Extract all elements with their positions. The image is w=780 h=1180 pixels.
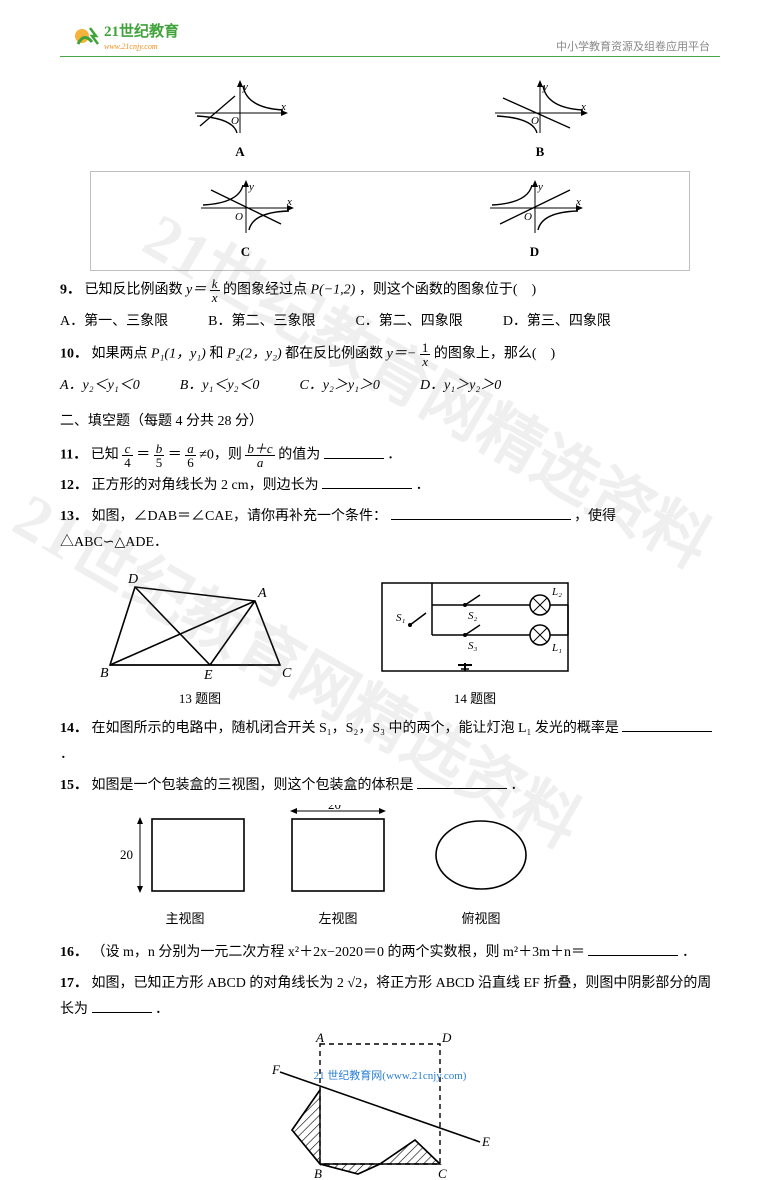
q16-blank bbox=[588, 942, 678, 956]
graph-option-d: y x O D bbox=[480, 178, 590, 265]
option-label-d: D bbox=[530, 244, 539, 259]
svg-text:20: 20 bbox=[328, 805, 341, 812]
svg-text:x: x bbox=[280, 101, 286, 113]
svg-text:S₃: S₃ bbox=[468, 640, 478, 652]
question-11: 11． 已知 c4 ＝ b5 ＝ a6 ≠0，则 b＋ca 的值为 ． bbox=[60, 442, 720, 469]
q10-opt-b: B．y₁＜y₂＜0 bbox=[180, 373, 260, 400]
q17-blank bbox=[92, 999, 152, 1013]
option-label-c: C bbox=[241, 244, 250, 259]
figure-13: D A B E C 13 题图 bbox=[90, 565, 310, 712]
figure-17: A D F E B C bbox=[260, 1030, 720, 1180]
question-13: 13． 如图，∠DAB＝∠CAE，请你再补充一个条件： ，使得△ABC∽△ADE… bbox=[60, 504, 720, 557]
question-10: 10． 如果两点 P₁(1，y₁) 和 P₂(2，y₂) 都在反比例函数 y＝−… bbox=[60, 341, 720, 368]
svg-text:x: x bbox=[580, 101, 586, 113]
q10-opt-a: A．y₂＜y₁＜0 bbox=[60, 373, 140, 400]
q9-text-b: 的图象经过点 bbox=[223, 283, 311, 298]
question-17: 17． 如图，已知正方形 ABCD 的对角线长为 2 √2，将正方形 ABCD … bbox=[60, 971, 720, 1024]
fig14-caption: 14 题图 bbox=[370, 687, 580, 712]
svg-text:A: A bbox=[257, 586, 267, 601]
option-label-b: B bbox=[536, 144, 545, 159]
q9-opt-b: B．第二、三象限 bbox=[208, 309, 315, 336]
q9-opt-d: D．第三、四象限 bbox=[503, 309, 611, 336]
q9-text-c: ，则这个函数的图象位于( ) bbox=[359, 283, 536, 298]
svg-text:O: O bbox=[235, 211, 243, 223]
svg-text:x: x bbox=[575, 196, 581, 208]
fig15-side: 20 左视图 bbox=[278, 805, 398, 932]
option-label-a: A bbox=[235, 144, 244, 159]
page-footer: 21 世纪教育网(www.21cnjy.com) bbox=[0, 1067, 780, 1083]
q13-blank bbox=[391, 506, 571, 520]
q9-point: P(−1,2) bbox=[311, 283, 356, 298]
graph-option-c: y x O C bbox=[191, 178, 301, 265]
svg-text:D: D bbox=[441, 1030, 452, 1045]
svg-text:S₁: S₁ bbox=[396, 612, 406, 624]
q9-eq-lhs: y＝ bbox=[186, 283, 206, 298]
logo-main-text: 21世纪教育 bbox=[104, 22, 179, 40]
svg-text:C: C bbox=[438, 1166, 447, 1180]
graph-option-a: y x O A bbox=[185, 78, 295, 165]
question-9: 9． 已知反比例函数 y＝ kx 的图象经过点 P(−1,2) ，则这个函数的图… bbox=[60, 277, 720, 304]
svg-text:y: y bbox=[537, 181, 543, 193]
header-right-text: 中小学教育资源及组卷应用平台 bbox=[556, 38, 710, 54]
question-15: 15． 如图是一个包装盒的三视图，则这个包装盒的体积是 ． bbox=[60, 773, 720, 800]
q12-blank bbox=[322, 475, 412, 489]
question-14: 14． 在如图所示的电路中，随机闭合开关 S₁，S₂，S₃ 中的两个，能让灯泡 … bbox=[60, 716, 720, 769]
q9-options: A．第一、三象限 B．第二、三象限 C．第二、四象限 D．第三、四象限 bbox=[60, 309, 720, 336]
q8-options-row2: y x O C y x O D bbox=[90, 171, 690, 272]
svg-text:L₂: L₂ bbox=[551, 586, 562, 598]
fig-row-13-14: D A B E C 13 题图 S₁ bbox=[90, 565, 720, 712]
svg-text:x: x bbox=[286, 196, 292, 208]
q14-blank bbox=[622, 718, 712, 732]
svg-text:B: B bbox=[100, 666, 109, 681]
logo-sub-text: www.21cnjy.com bbox=[104, 42, 158, 51]
graph-option-b: y x O B bbox=[485, 78, 595, 165]
svg-text:O: O bbox=[524, 211, 532, 223]
q10-number: 10． bbox=[60, 347, 88, 362]
q15-blank bbox=[417, 775, 507, 789]
q10-opt-d: D．y₁＞y₂＞0 bbox=[420, 373, 501, 400]
svg-text:D: D bbox=[127, 572, 138, 587]
question-12: 12． 正方形的对角线长为 2 cm，则边长为 ． bbox=[60, 473, 720, 500]
q8-options-row1: y x O A y x O B bbox=[90, 78, 690, 165]
svg-text:A: A bbox=[315, 1030, 324, 1045]
fig13-caption: 13 题图 bbox=[90, 687, 310, 712]
figure-15: 20 主视图 20 左视图 俯视图 bbox=[120, 805, 720, 932]
q9-opt-a: A．第一、三象限 bbox=[60, 309, 168, 336]
q10-options: A．y₂＜y₁＜0 B．y₁＜y₂＜0 C．y₂＞y₁＞0 D．y₁＞y₂＞0 bbox=[60, 373, 720, 400]
q9-text-a: 已知反比例函数 bbox=[85, 283, 187, 298]
site-logo: 21世纪教育 www.21cnjy.com bbox=[70, 18, 200, 54]
q10-opt-c: C．y₂＞y₁＞0 bbox=[299, 373, 380, 400]
figure-14: S₁ S₂ S₃ L₂ bbox=[370, 565, 580, 712]
fig15-front: 20 主视图 bbox=[120, 805, 250, 932]
svg-text:E: E bbox=[481, 1134, 490, 1149]
svg-text:20: 20 bbox=[120, 847, 133, 862]
question-16: 16． （设 m，n 分别为一元二次方程 x²＋2x−2020＝0 的两个实数根… bbox=[60, 940, 720, 967]
content-area: y x O A y x O B bbox=[60, 78, 720, 1180]
svg-text:y: y bbox=[248, 181, 254, 193]
svg-text:B: B bbox=[314, 1166, 322, 1180]
fig15-top: 俯视图 bbox=[426, 805, 536, 932]
svg-text:C: C bbox=[282, 666, 292, 681]
svg-text:L₁: L₁ bbox=[551, 642, 562, 654]
q9-opt-c: C．第二、四象限 bbox=[355, 309, 462, 336]
section-2-title: 二、填空题（每题 4 分共 28 分） bbox=[60, 409, 720, 436]
header-rule bbox=[60, 56, 720, 57]
q11-blank bbox=[324, 445, 384, 459]
svg-text:E: E bbox=[203, 668, 213, 683]
q9-number: 9． bbox=[60, 283, 81, 298]
svg-text:S₂: S₂ bbox=[468, 610, 478, 622]
